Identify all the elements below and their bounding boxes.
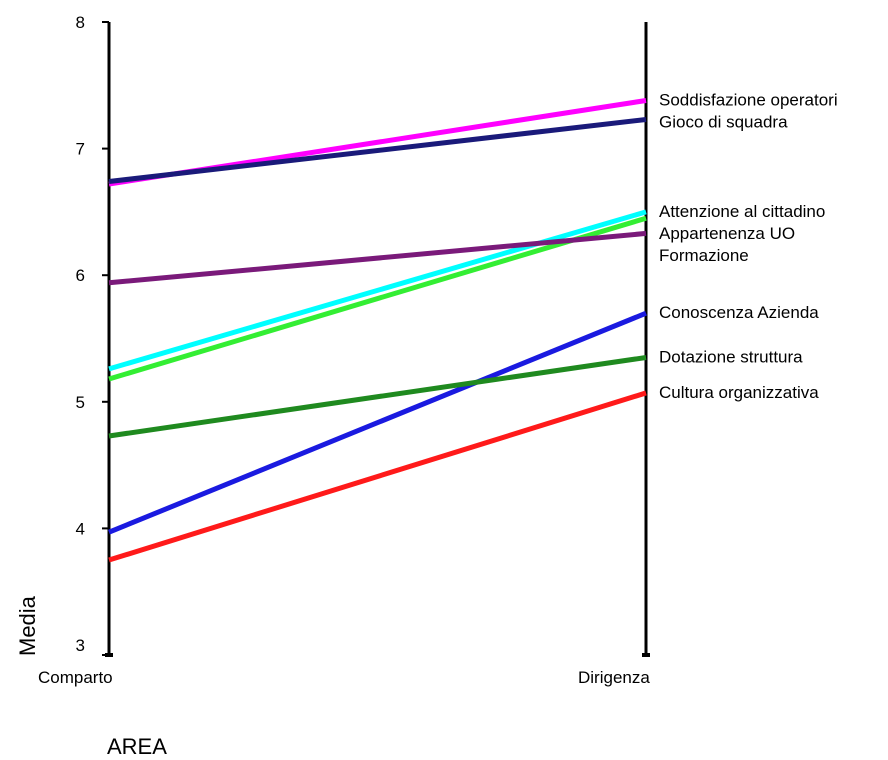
x-category-label-comparto: Comparto (38, 668, 113, 687)
series-line (108, 209, 647, 372)
series-line (108, 116, 647, 184)
series-end-label: Conoscenza Azienda (659, 303, 819, 322)
series-end-label: Cultura organizzativa (659, 383, 819, 402)
y-tick-label: 7 (76, 140, 85, 159)
series-line (108, 310, 647, 535)
series-end-label: Soddisfazione operatori (659, 90, 838, 109)
x-axis-title: AREA (107, 734, 167, 759)
series-line (108, 215, 647, 382)
series-line (108, 230, 647, 286)
series-end-label: Appartenenza UO (659, 224, 795, 243)
y-axis-title: Media (15, 595, 40, 656)
y-tick-label: 8 (76, 13, 85, 32)
x-category-label-dirigenza: Dirigenza (578, 668, 650, 687)
y-tick-label: 6 (76, 266, 85, 285)
y-tick-label: 4 (76, 519, 85, 538)
series-end-label: Gioco di squadra (659, 112, 788, 131)
series-end-label: Attenzione al cittadino (659, 202, 825, 221)
series-line (108, 390, 647, 563)
series-line (108, 355, 647, 439)
series-end-label: Dotazione struttura (659, 347, 803, 366)
y-tick-label: 3 (76, 636, 85, 655)
y-tick-label: 5 (76, 393, 85, 412)
series-end-label: Formazione (659, 246, 749, 265)
label-clip-mask (666, 664, 706, 690)
